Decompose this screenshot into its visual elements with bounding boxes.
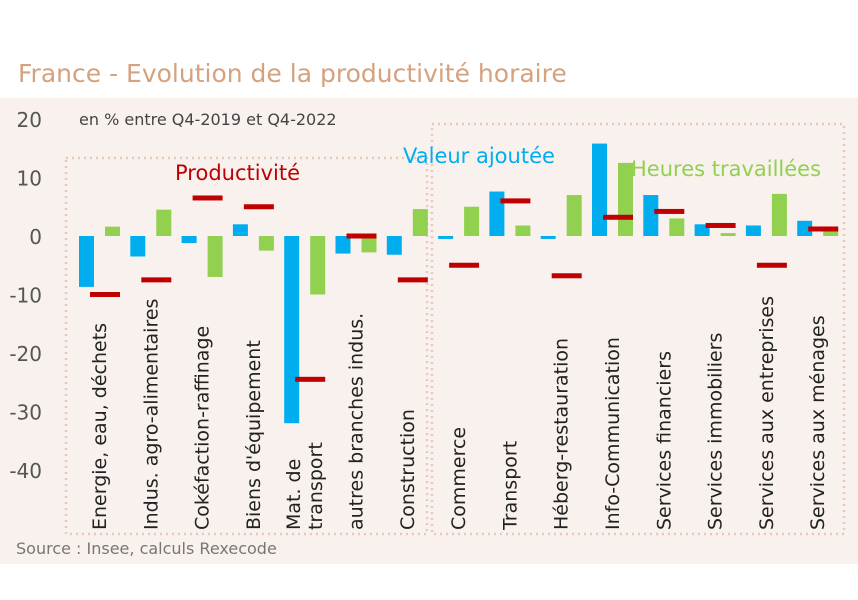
bar-heures-travaillees (258, 236, 274, 251)
bar-heures-travaillees (566, 195, 582, 236)
y-tick-label: 0 (29, 225, 42, 249)
x-category-label: Indus. agro-alimentaires (140, 299, 162, 530)
x-category-label: Energie, eau, déchets (89, 323, 111, 530)
bar-heures-travaillees (515, 225, 531, 236)
productivite-marker (603, 214, 633, 220)
bar-valeur-ajoutee (335, 236, 351, 254)
x-category-label: Info-Communication (602, 337, 624, 530)
bar-heures-travaillees (771, 193, 787, 236)
x-category-label: Commerce (448, 427, 470, 530)
x-category-label: Transport (499, 441, 521, 531)
x-category-label: Cokéfaction-raffinage (192, 326, 214, 530)
x-category-label: Construction (397, 409, 419, 530)
bar-heures-travaillees (669, 218, 685, 236)
bar-heures-travaillees (412, 209, 428, 236)
x-category-label: autres branches indus. (346, 313, 368, 530)
bar-valeur-ajoutee (489, 191, 505, 236)
productivite-marker (551, 273, 582, 279)
productivite-marker (141, 277, 172, 283)
productivite-marker (192, 195, 223, 201)
x-category-label: Héberg-restauration (551, 338, 573, 530)
x-category-label: Services financiers (653, 351, 675, 530)
bar-heures-travaillees (823, 227, 839, 236)
y-tick-label: -30 (9, 401, 42, 425)
productivite-marker (397, 277, 428, 283)
bar-heures-travaillees (207, 236, 223, 277)
chart-source: Source : Insee, calculs Rexecode (16, 539, 277, 558)
bar-valeur-ajoutee (181, 236, 197, 244)
y-tick-label: 10 (17, 167, 42, 191)
x-category-label: Mat. de (283, 459, 305, 530)
industry-group-box (64, 156, 429, 536)
bar-valeur-ajoutee (232, 224, 248, 236)
productivite-marker (90, 292, 120, 297)
x-category-label: Services aux entreprises (756, 296, 778, 530)
y-axis: 20 10 0 -10 -20 -30 -40 (9, 108, 42, 483)
legend-productivite: Productivité (175, 161, 300, 185)
bar-valeur-ajoutee (79, 236, 94, 287)
bar-heures-travaillees (105, 226, 120, 236)
productivite-marker (756, 262, 787, 268)
chart-subtitle: en % entre Q4-2019 et Q4-2022 (79, 110, 337, 129)
productivite-marker (449, 262, 480, 268)
productivite-marker (654, 208, 685, 214)
legend-valeur-ajoutee: Valeur ajoutée (403, 144, 555, 168)
y-tick-label: 20 (17, 108, 42, 132)
productivite-marker (243, 204, 274, 210)
productivite-marker (705, 222, 736, 228)
chart-marks (79, 143, 839, 424)
bar-heures-travaillees (720, 233, 736, 236)
y-tick-label: -10 (9, 284, 42, 308)
bar-heures-travaillees (310, 236, 326, 295)
productivite-marker (500, 198, 531, 204)
y-tick-label: -20 (9, 342, 42, 366)
bar-valeur-ajoutee (284, 236, 300, 424)
bar-valeur-ajoutee (745, 225, 761, 236)
y-tick-label: -40 (9, 459, 42, 483)
legend-heures-travaillees: Heures travaillées (631, 157, 821, 181)
bar-valeur-ajoutee (438, 236, 454, 239)
bar-heures-travaillees (156, 209, 172, 236)
productivite-marker (295, 376, 326, 382)
bar-valeur-ajoutee (130, 236, 146, 257)
x-category-label: transport (305, 442, 327, 530)
bar-valeur-ajoutee (643, 195, 659, 236)
bar-valeur-ajoutee (797, 220, 813, 236)
bar-valeur-ajoutee (592, 143, 607, 236)
bar-heures-travaillees (464, 206, 480, 236)
services-group-box (430, 122, 846, 536)
productivite-marker (346, 233, 377, 239)
bar-heures-travaillees (361, 236, 377, 253)
chart-panel (0, 98, 858, 564)
x-category-label: Services aux ménages (807, 315, 829, 530)
bar-valeur-ajoutee (540, 236, 556, 239)
bar-valeur-ajoutee (386, 236, 402, 255)
chart-title: France - Evolution de la productivité ho… (18, 59, 567, 88)
productivite-marker (808, 226, 839, 232)
bar-valeur-ajoutee (694, 224, 710, 236)
x-axis: Energie, eau, déchets Indus. agro-aliment… (89, 296, 829, 531)
x-category-label: Biens d'équipement (243, 340, 265, 530)
x-category-label: Services immobiliers (705, 333, 727, 530)
